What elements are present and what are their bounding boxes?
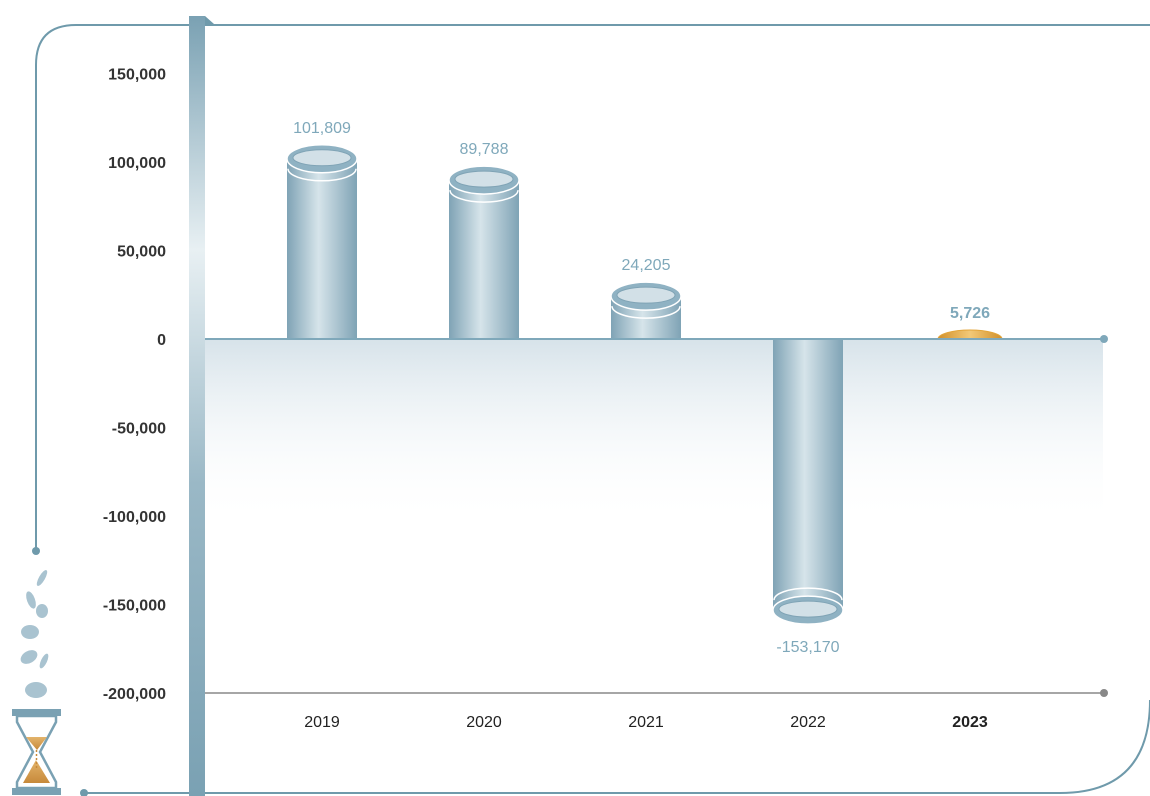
hourglass-icon — [12, 709, 61, 795]
y-tick-label: 100,000 — [108, 155, 166, 172]
bar-ring — [287, 168, 357, 182]
x-axis-labels: 2019 2020 2021 2022 2023 — [304, 714, 988, 731]
bar-ring — [449, 189, 519, 203]
x-label-2021: 2021 — [628, 714, 664, 731]
y-tick-label: -150,000 — [103, 598, 166, 615]
bar-body — [773, 339, 843, 611]
bar-cap-inner — [616, 286, 676, 304]
y-tick-label: -50,000 — [112, 421, 166, 438]
bars: 101,809 89,788 24,205 -153,170 5,726 — [286, 120, 1003, 656]
data-label-2019: 101,809 — [293, 120, 351, 137]
zero-line-end — [1100, 335, 1108, 343]
bar-2023-coin — [937, 329, 1003, 340]
x-label-2022: 2022 — [790, 714, 826, 731]
bar-2021: 24,205 — [610, 257, 682, 339]
bar-body — [449, 180, 519, 339]
x-label-2023: 2023 — [952, 714, 988, 731]
x-label-2020: 2020 — [466, 714, 502, 731]
decorative-frame — [32, 16, 1150, 796]
bar-cap-inner — [292, 149, 352, 167]
data-label-2022: -153,170 — [776, 639, 839, 656]
data-label-2021: 24,205 — [622, 257, 671, 274]
x-label-2019: 2019 — [304, 714, 340, 731]
bar-cap-inner — [778, 600, 838, 618]
bar-2023: 5,726 — [937, 305, 1003, 340]
y-tick-label: 150,000 — [108, 67, 166, 84]
bar-ring — [611, 306, 681, 319]
data-label-2023: 5,726 — [950, 305, 990, 322]
x-axis-line-end — [1100, 689, 1108, 697]
falling-coins-icon — [20, 570, 49, 698]
bar-body — [287, 158, 357, 339]
y-tick-label: 0 — [157, 332, 166, 349]
negative-region — [205, 340, 1103, 525]
bar-2019: 101,809 — [286, 120, 358, 339]
bar-cap-inner — [454, 170, 514, 188]
y-tick-label: -100,000 — [103, 509, 166, 526]
bar-ring — [773, 587, 843, 601]
bar-2020: 89,788 — [448, 141, 520, 339]
y-tick-label: 50,000 — [117, 244, 166, 261]
data-label-2020: 89,788 — [460, 141, 509, 158]
bar-2022: -153,170 — [772, 339, 844, 656]
y-tick-label: -200,000 — [103, 686, 166, 703]
y-axis-ticks: 150,000 100,000 50,000 0 -50,000 -100,000 -150… — [103, 67, 166, 704]
